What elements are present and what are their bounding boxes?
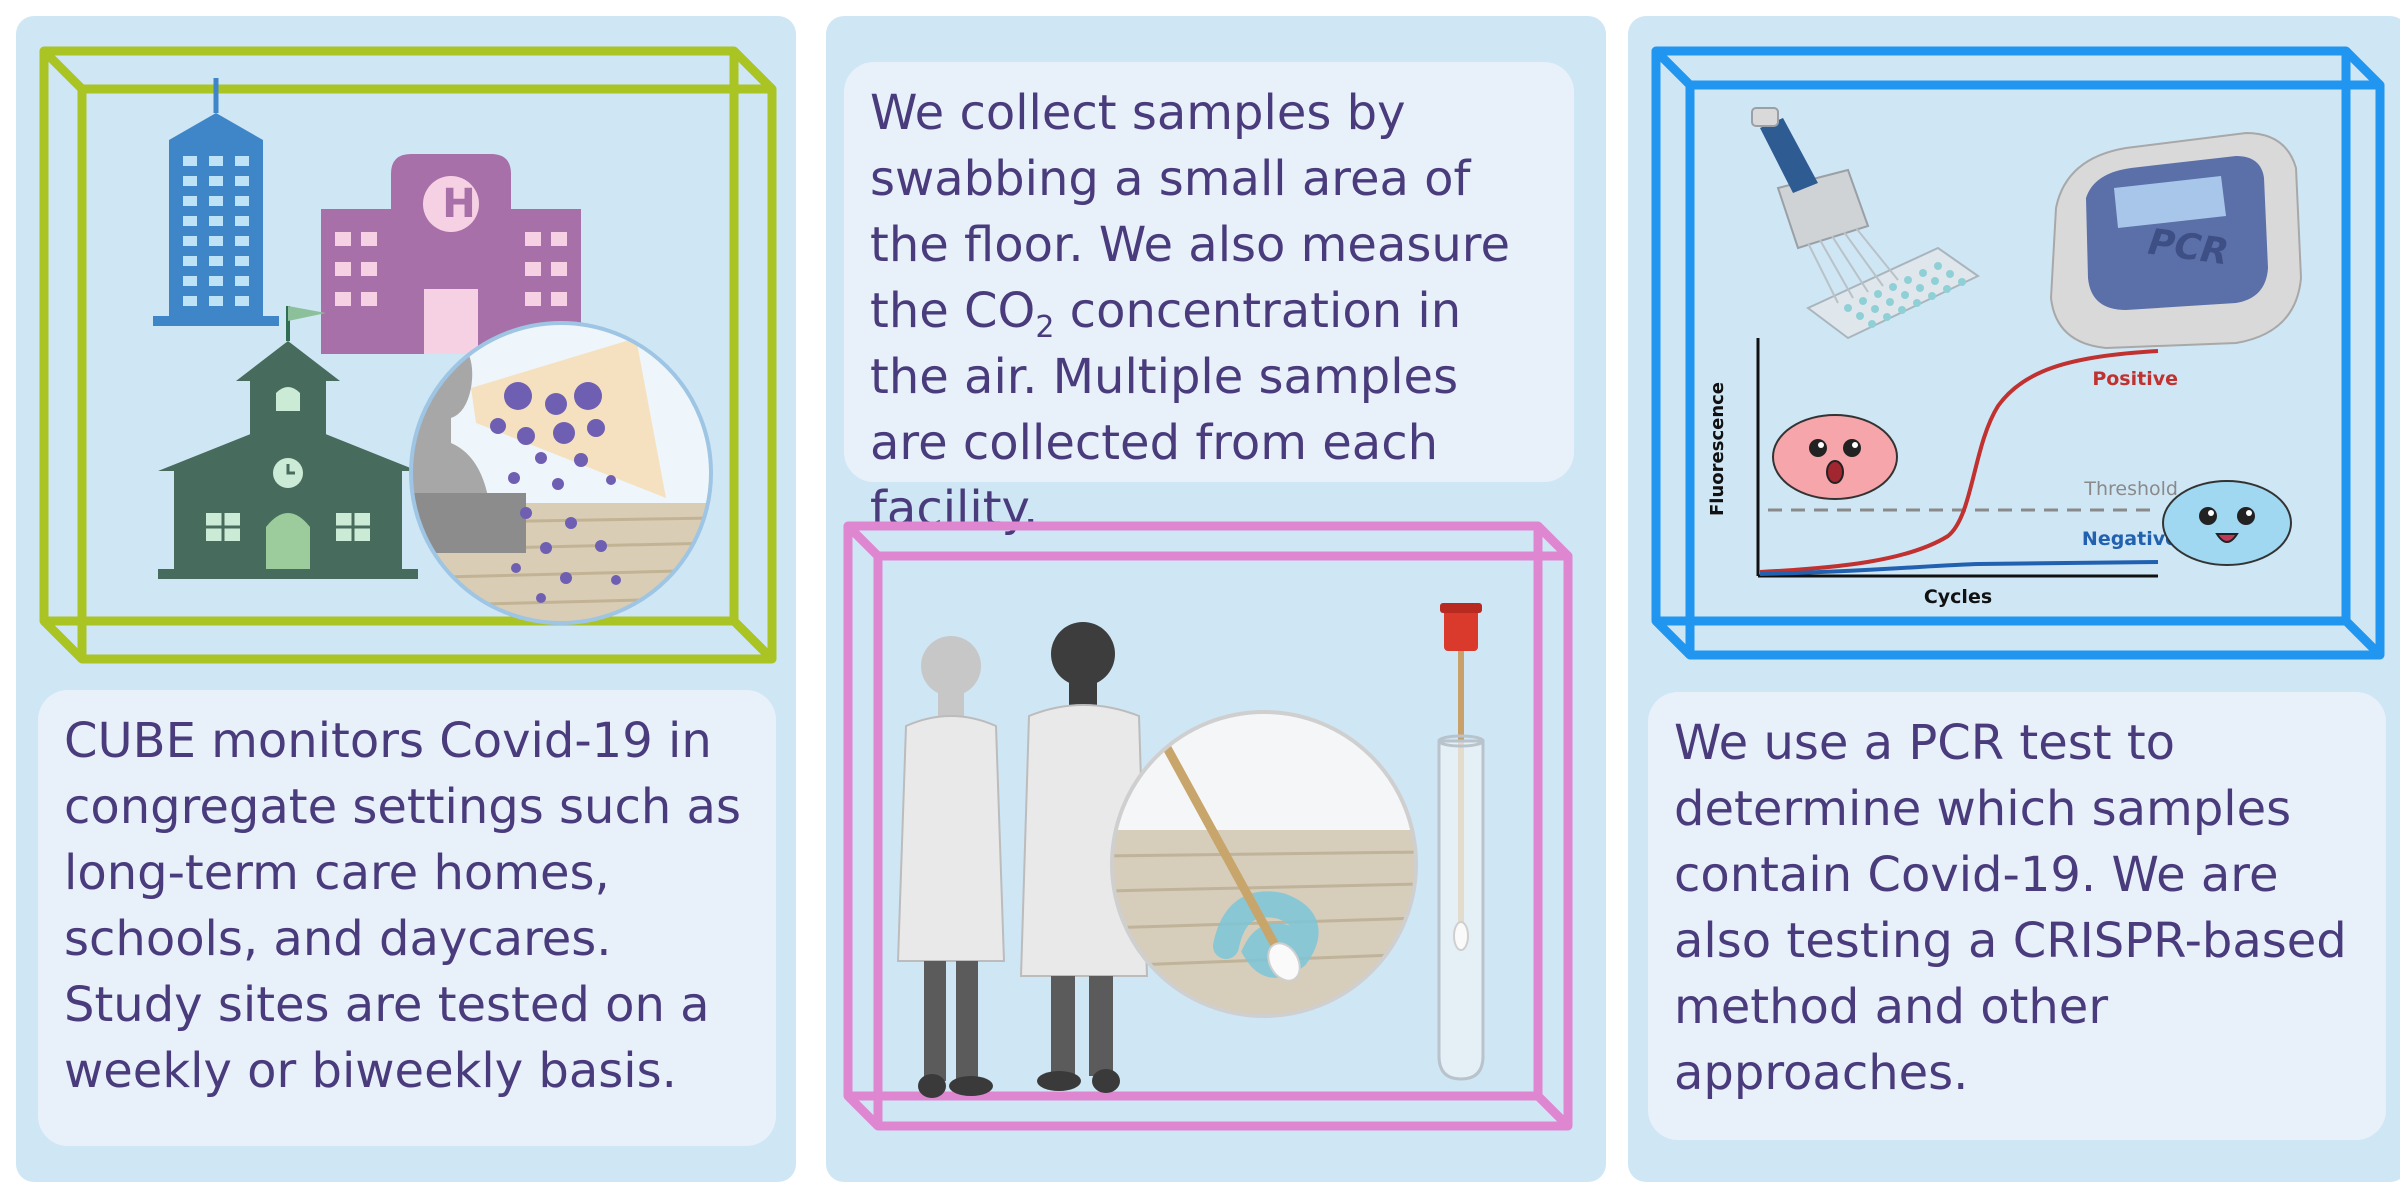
x-axis-label: Cycles xyxy=(1923,586,1993,608)
cube-frame-blue xyxy=(1651,46,2385,660)
co2-subscript: 2 xyxy=(1035,310,1055,345)
amplification-curves xyxy=(1756,338,2159,578)
negative-label: Negative xyxy=(2081,528,2178,550)
negative-curve xyxy=(1759,560,2159,576)
cube-frame-pink xyxy=(843,521,1573,1131)
scientist-right-icon xyxy=(1019,622,1149,1093)
threshold-label: Threshold xyxy=(2084,478,2178,500)
panel-sampling: We collect samples by swabbing a small a… xyxy=(826,16,1606,1182)
panel-monitoring: H xyxy=(16,16,796,1182)
hospital-letter: H xyxy=(442,181,476,227)
pcr-machine-icon xyxy=(2049,131,2303,350)
cube-frame-green xyxy=(39,46,777,664)
monitoring-description: CUBE monitors Covid-19 in congregate set… xyxy=(38,690,776,1146)
aerosol-inset xyxy=(409,321,713,625)
positive-curve xyxy=(1759,349,2159,574)
office-building-icon xyxy=(153,78,279,326)
panel-testing: PCR Cycles Positive Threshold Negative W… xyxy=(1628,16,2400,1182)
scientist-left-icon xyxy=(896,636,1006,1098)
positive-face-icon xyxy=(1772,414,1898,500)
multichannel-pipette-icon xyxy=(1751,107,1980,340)
negative-face-icon xyxy=(2162,480,2292,566)
swab-floor-inset xyxy=(1110,710,1418,1018)
y-axis-label: Fluorescence xyxy=(1707,381,1728,516)
testing-description: We use a PCR test to determine which sam… xyxy=(1648,692,2386,1140)
sampling-description: We collect samples by swabbing a small a… xyxy=(844,62,1574,537)
school-icon xyxy=(158,306,418,579)
positive-label: Positive xyxy=(2092,368,2178,390)
swab-tube-icon xyxy=(1437,603,1485,1081)
